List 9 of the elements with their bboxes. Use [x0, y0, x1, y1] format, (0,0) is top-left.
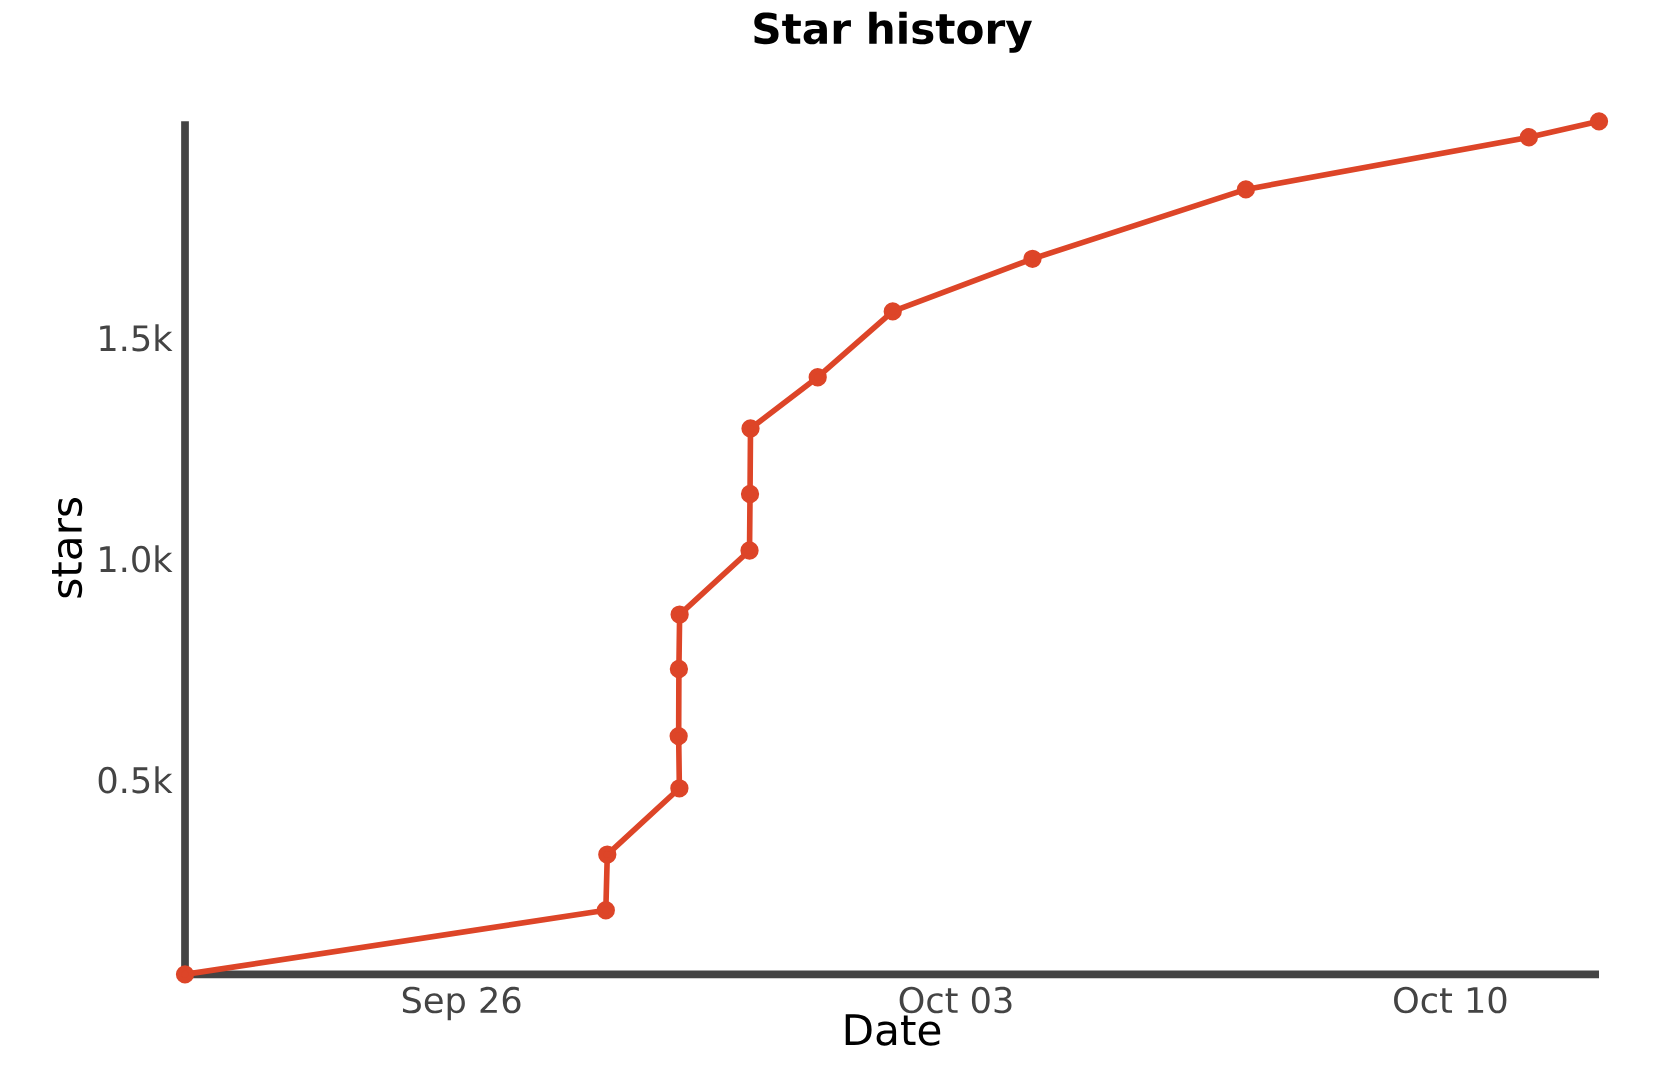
- chart-title: Star history: [754, 11, 1032, 53]
- y-tick-label: 0.5k: [98, 766, 173, 794]
- y-tick-label: 1.5k: [100, 324, 173, 352]
- x-tick-label: Oct 03: [899, 986, 1012, 1014]
- y-tick-label: 1.0k: [100, 545, 173, 573]
- x-tick-label: Sep 26: [402, 986, 521, 1020]
- y-axis-title: stars: [52, 497, 83, 598]
- x-tick-label: Oct 10: [1394, 986, 1507, 1014]
- x-axis-title: Date: [845, 1014, 941, 1046]
